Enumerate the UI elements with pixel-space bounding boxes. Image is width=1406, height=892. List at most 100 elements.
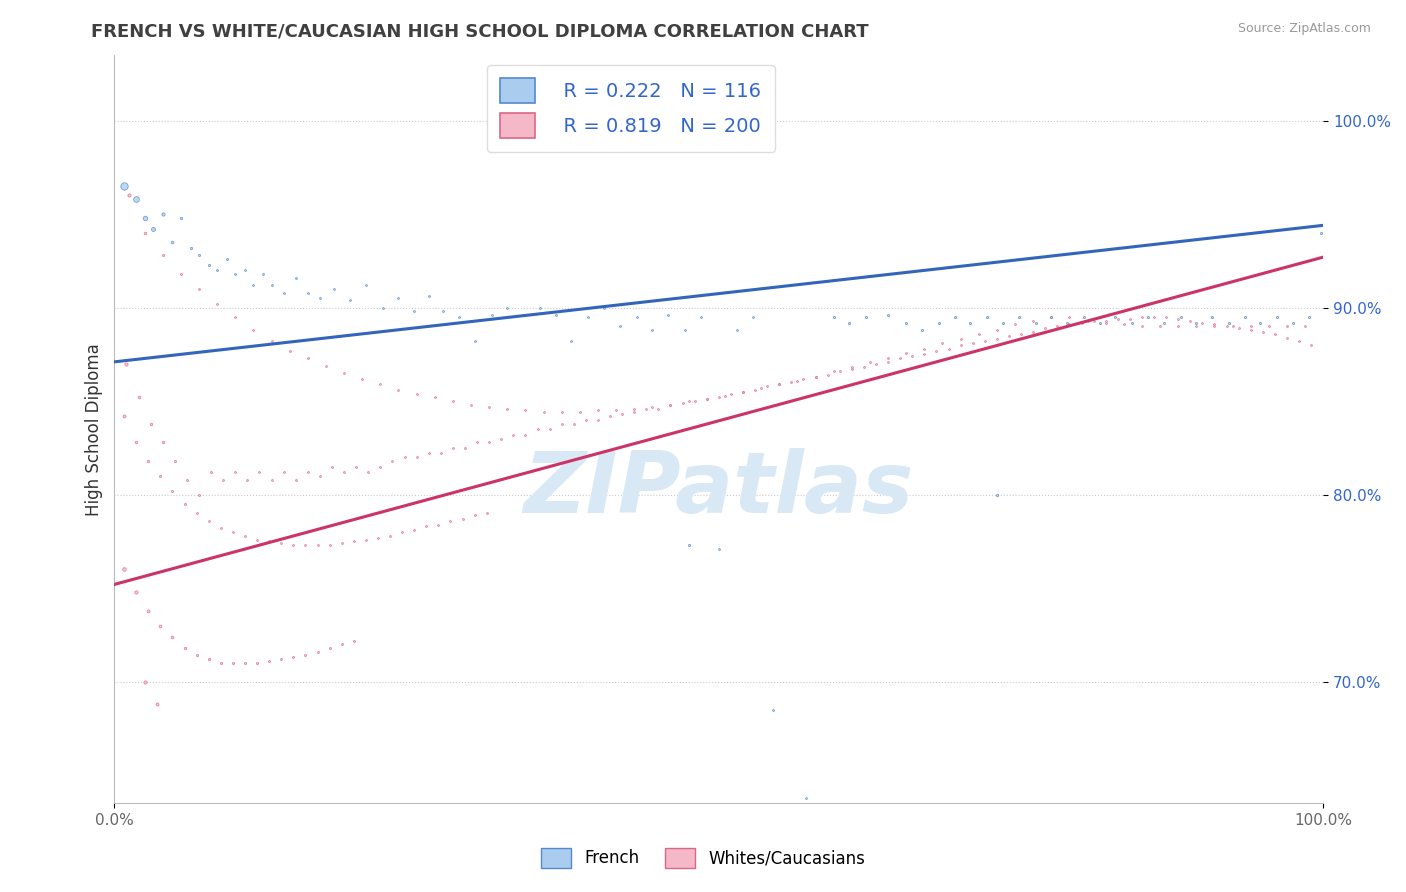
Point [391, 524, 413, 539]
Point [1215, 319, 1237, 334]
Point [283, 650, 305, 665]
Text: ZIPatlas: ZIPatlas [523, 448, 914, 531]
Point [1185, 316, 1208, 330]
Point [222, 656, 245, 670]
Point [441, 441, 464, 455]
Point [475, 506, 498, 520]
Point [1059, 318, 1081, 332]
Point [1112, 318, 1135, 332]
Point [610, 407, 633, 421]
Point [683, 394, 706, 409]
Point [1104, 310, 1126, 324]
Point [1136, 310, 1159, 324]
Point [756, 379, 779, 393]
Point [197, 652, 219, 666]
Point [273, 285, 295, 300]
Point [233, 263, 256, 277]
Point [284, 270, 307, 285]
Point [257, 654, 280, 668]
Point [515, 403, 537, 417]
Point [599, 409, 621, 423]
Point [1022, 314, 1045, 328]
Point [741, 310, 763, 324]
Point [1309, 226, 1331, 240]
Point [657, 308, 679, 322]
Point [707, 390, 730, 404]
Point [1046, 319, 1069, 334]
Point [447, 310, 470, 324]
Point [562, 417, 585, 431]
Point [387, 383, 409, 397]
Point [330, 536, 353, 550]
Point [344, 459, 367, 474]
Point [1007, 310, 1029, 324]
Point [550, 405, 572, 419]
Point [404, 304, 426, 318]
Point [423, 390, 446, 404]
Point [439, 514, 461, 528]
Point [112, 179, 135, 194]
Point [838, 316, 860, 330]
Point [1204, 319, 1226, 334]
Point [852, 360, 875, 375]
Legend: French, Whites/Caucasians: French, Whites/Caucasians [534, 841, 872, 875]
Point [1121, 316, 1143, 330]
Point [491, 432, 513, 446]
Point [804, 369, 827, 384]
Point [1022, 325, 1045, 339]
Point [877, 308, 900, 322]
Point [1288, 334, 1310, 349]
Legend:   R = 0.222   N = 116,   R = 0.819   N = 200: R = 0.222 N = 116, R = 0.819 N = 200 [486, 65, 775, 152]
Point [696, 392, 718, 407]
Point [180, 241, 202, 255]
Point [931, 336, 953, 351]
Point [186, 506, 208, 520]
Point [405, 450, 427, 465]
Point [441, 394, 464, 409]
Point [394, 450, 416, 465]
Point [315, 359, 337, 373]
Point [145, 697, 167, 711]
Point [949, 333, 972, 347]
Point [786, 374, 808, 388]
Point [959, 316, 981, 330]
Point [841, 360, 863, 375]
Point [659, 398, 682, 412]
Point [998, 328, 1021, 343]
Point [512, 308, 534, 322]
Point [1282, 316, 1305, 330]
Point [792, 372, 814, 386]
Point [768, 377, 790, 392]
Point [418, 446, 440, 460]
Point [387, 291, 409, 305]
Point [678, 538, 700, 552]
Point [205, 263, 228, 277]
Point [134, 211, 156, 225]
Point [496, 401, 519, 416]
Point [1094, 314, 1116, 328]
Point [307, 538, 329, 552]
Point [731, 384, 754, 399]
Point [938, 342, 960, 356]
Point [911, 323, 934, 337]
Point [1167, 311, 1189, 326]
Point [197, 258, 219, 272]
Point [550, 417, 572, 431]
Point [496, 301, 519, 315]
Point [451, 512, 474, 526]
Point [252, 267, 274, 281]
Point [309, 469, 332, 483]
Point [609, 319, 631, 334]
Point [725, 323, 748, 337]
Point [294, 648, 316, 663]
Point [418, 289, 440, 303]
Point [478, 400, 501, 414]
Point [647, 401, 669, 416]
Point [188, 282, 211, 296]
Point [430, 446, 453, 460]
Point [1083, 314, 1105, 328]
Point [544, 308, 567, 322]
Point [859, 355, 882, 369]
Point [297, 465, 319, 479]
Point [967, 326, 990, 341]
